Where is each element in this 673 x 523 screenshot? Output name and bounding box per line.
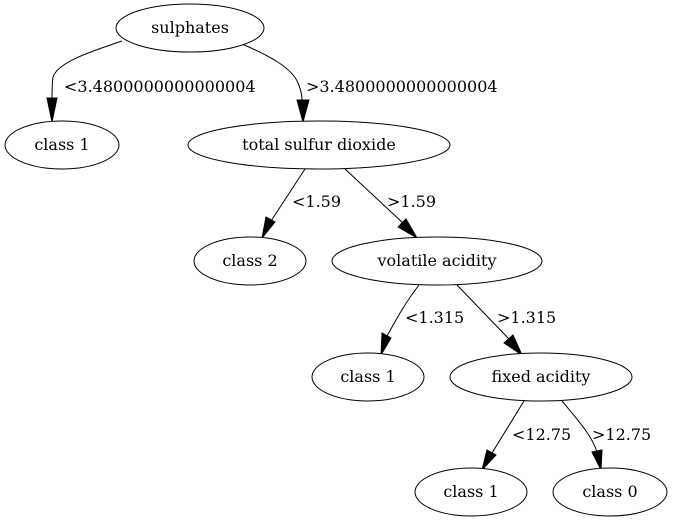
- node-fixed-acidity: fixed acidity: [449, 352, 633, 402]
- edge-tsd-volatile-acidity: >1.59: [344, 168, 436, 240]
- node-class0: class 0: [552, 467, 668, 517]
- node-label-class0: class 0: [582, 482, 637, 501]
- edge-label-tsd-gt: >1.59: [387, 192, 436, 211]
- node-label-total-sulfur-dioxide: total sulfur dioxide: [242, 135, 396, 154]
- edge-label-sulphates-lt: <3.4800000000000004: [64, 77, 256, 96]
- edge-va-class1: <1.315: [380, 284, 464, 356]
- edge-sulphates-class1: <3.4800000000000004: [46, 40, 256, 123]
- edge-fa-class1: <12.75: [481, 400, 571, 472]
- edge-sulphates-total-sulfur-dioxide: >3.4800000000000004: [241, 43, 498, 124]
- edge-label-sulphates-gt: >3.4800000000000004: [306, 77, 498, 96]
- node-label-fixed-acidity: fixed acidity: [492, 367, 591, 386]
- node-total-sulfur-dioxide: total sulfur dioxide: [187, 120, 451, 170]
- node-class2: class 2: [193, 236, 307, 286]
- edge-label-tsd-lt: <1.59: [292, 192, 341, 211]
- edge-va-fixed-acidity: >1.315: [456, 284, 556, 357]
- node-sulphates: sulphates: [115, 3, 265, 53]
- node-label-class1-c: class 1: [443, 482, 498, 501]
- node-label-class1-b: class 1: [340, 367, 395, 386]
- edge-fa-class0: >12.75: [561, 400, 651, 472]
- edge-label-va-gt: >1.315: [497, 308, 556, 327]
- node-volatile-acidity: volatile acidity: [331, 236, 543, 286]
- node-label-class2: class 2: [222, 251, 277, 270]
- edge-label-fa-lt: <12.75: [512, 425, 571, 444]
- node-class1-a: class 1: [4, 120, 120, 170]
- edge-label-fa-gt: >12.75: [592, 425, 651, 444]
- node-class1-c: class 1: [414, 467, 528, 517]
- node-label-class1-a: class 1: [34, 135, 89, 154]
- edge-tsd-class2: <1.59: [261, 168, 341, 239]
- node-label-sulphates: sulphates: [151, 18, 229, 37]
- node-label-volatile-acidity: volatile acidity: [377, 251, 497, 270]
- node-class1-b: class 1: [311, 352, 425, 402]
- edge-label-va-lt: <1.315: [405, 308, 464, 327]
